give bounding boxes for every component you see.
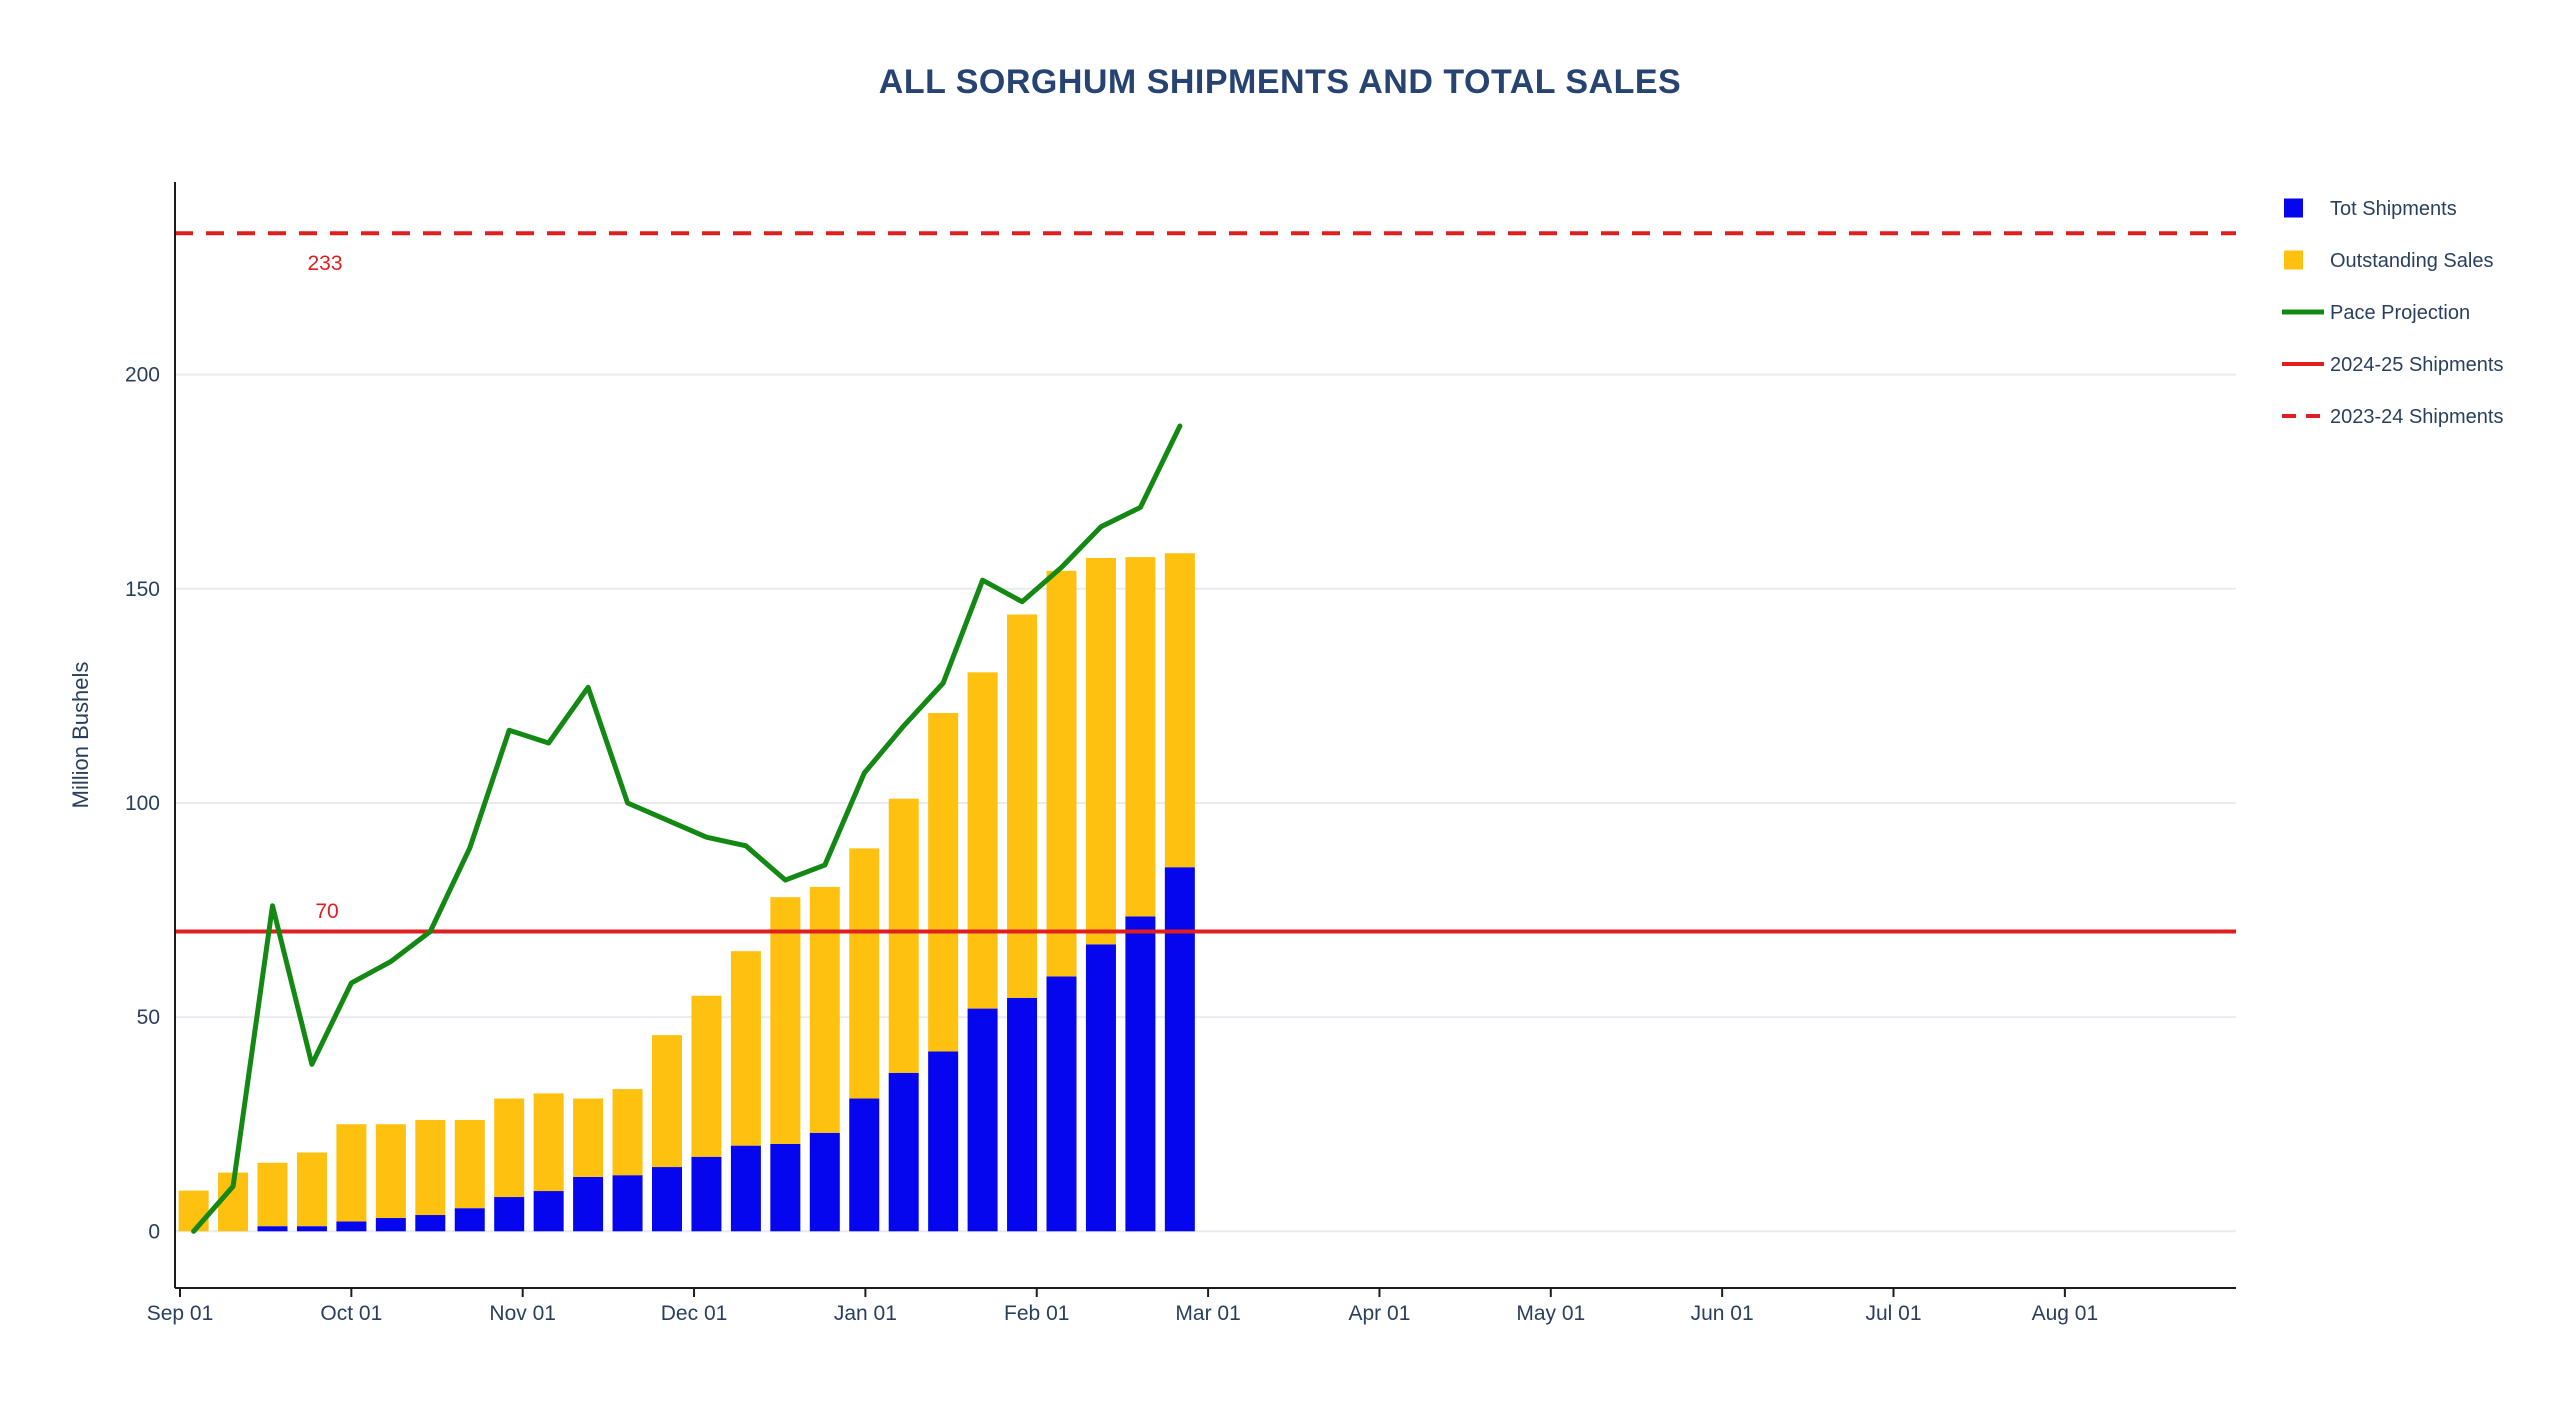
bar-outstanding-sales-9 — [533, 1093, 564, 1192]
bar-outstanding-sales-13 — [691, 995, 722, 1157]
y-tick-label-100: 100 — [125, 792, 160, 815]
axes — [174, 182, 2236, 1297]
y-tick-label-0: 0 — [148, 1220, 160, 1243]
legend-swatch-square — [2284, 198, 2303, 218]
bar-tot-shipments-23 — [1085, 944, 1116, 1232]
legend-item-tot-shipments[interactable]: Tot Shipments — [2284, 198, 2457, 220]
bar-tot-shipments-24 — [1125, 916, 1156, 1232]
legend-item-label: 2023-24 Shipments — [2330, 406, 2503, 428]
x-tick-label: Nov 01 — [489, 1302, 556, 1325]
bar-outstanding-sales-6 — [415, 1119, 446, 1216]
legend-item-label: 2024-25 Shipments — [2330, 354, 2503, 376]
x-tick-label: Feb 01 — [1004, 1302, 1069, 1325]
gridlines — [175, 373, 2236, 1233]
legend-item-2023-24-shipments[interactable]: 2023-24 Shipments — [2282, 406, 2503, 428]
bar-tot-shipments-7 — [454, 1208, 485, 1232]
bar-tot-shipments-16 — [809, 1132, 840, 1232]
legend-item-label: Outstanding Sales — [2330, 250, 2493, 272]
bar-outstanding-sales-19 — [928, 713, 959, 1052]
bar-outstanding-sales-22 — [1046, 570, 1077, 977]
bar-outstanding-sales-14 — [730, 951, 761, 1146]
y-tick-label-200: 200 — [125, 364, 160, 387]
bar-outstanding-sales-4 — [336, 1124, 367, 1222]
bar-tot-shipments-18 — [888, 1072, 919, 1232]
bar-tot-shipments-11 — [612, 1175, 643, 1232]
bar-tot-shipments-6 — [415, 1215, 446, 1232]
bar-tot-shipments-19 — [928, 1051, 959, 1232]
bar-outstanding-sales-18 — [888, 798, 919, 1073]
bar-outstanding-sales-21 — [1007, 614, 1038, 998]
bar-tot-shipments-2 — [257, 1226, 288, 1232]
bar-tot-shipments-20 — [967, 1008, 998, 1232]
bar-outstanding-sales-24 — [1125, 557, 1156, 917]
bar-tot-shipments-8 — [494, 1197, 525, 1232]
legend-item-outstanding-sales[interactable]: Outstanding Sales — [2284, 250, 2493, 272]
bar-outstanding-sales-10 — [573, 1098, 604, 1177]
bar-outstanding-sales-7 — [454, 1119, 485, 1209]
chart-title: ALL SORGHUM SHIPMENTS AND TOTAL SALES — [879, 63, 1681, 101]
x-tick-label: Jan 01 — [834, 1302, 897, 1325]
y-tick-label-150: 150 — [125, 578, 160, 601]
bar-outstanding-sales-8 — [494, 1098, 525, 1198]
x-tick-label: Aug 01 — [2032, 1302, 2099, 1325]
bar-outstanding-sales-2 — [257, 1162, 288, 1227]
bar-series — [178, 553, 1195, 1232]
bar-tot-shipments-10 — [573, 1176, 604, 1232]
bar-outstanding-sales-25 — [1164, 553, 1195, 868]
bar-tot-shipments-25 — [1164, 867, 1195, 1232]
bar-outstanding-sales-12 — [652, 1035, 682, 1168]
bar-tot-shipments-12 — [652, 1167, 682, 1232]
bar-outstanding-sales-20 — [967, 672, 998, 1009]
bar-tot-shipments-13 — [691, 1156, 722, 1232]
bar-outstanding-sales-23 — [1085, 557, 1116, 945]
bar-tot-shipments-9 — [533, 1191, 564, 1232]
legend-item-label: Pace Projection — [2330, 302, 2470, 324]
legend-item-label: Tot Shipments — [2330, 198, 2457, 220]
x-tick-label: Dec 01 — [661, 1302, 728, 1325]
bar-tot-shipments-22 — [1046, 976, 1077, 1232]
legend: Tot Shipments Outstanding Sales Pace Proje… — [2282, 198, 2503, 428]
bar-tot-shipments-21 — [1007, 997, 1038, 1232]
annotation-1: 70 — [315, 900, 338, 923]
legend-swatch-square — [2284, 250, 2303, 270]
x-tick-label: Mar 01 — [1175, 1302, 1240, 1325]
bar-tot-shipments-5 — [375, 1218, 406, 1232]
y-tick-label-50: 50 — [137, 1006, 160, 1029]
bar-outstanding-sales-15 — [770, 897, 801, 1144]
bar-tot-shipments-3 — [296, 1226, 327, 1232]
bar-tot-shipments-15 — [770, 1143, 801, 1232]
y-axis-title: Million Bushels — [68, 662, 93, 809]
y-axis-tick-labels: 0 50 100 150 200 — [125, 364, 160, 1244]
bar-outstanding-sales-3 — [296, 1152, 327, 1227]
bar-tot-shipments-17 — [849, 1098, 880, 1232]
bar-outstanding-sales-5 — [375, 1124, 406, 1219]
x-tick-label: Oct 01 — [320, 1302, 382, 1325]
x-axis-tick-labels: Sep 01 Oct 01 Nov 01 Dec 01 Jan 01 Feb 01 Mar … — [147, 1302, 2098, 1325]
line-series — [175, 231, 2236, 1234]
bar-tot-shipments-4 — [336, 1221, 367, 1232]
bar-tot-shipments-14 — [730, 1145, 761, 1232]
bar-outstanding-sales-11 — [612, 1089, 643, 1176]
bar-outstanding-sales-17 — [849, 848, 880, 1099]
pace-projection-line — [191, 423, 1183, 1234]
x-tick-label: Jun 01 — [1691, 1302, 1754, 1325]
legend-item-pace-projection[interactable]: Pace Projection — [2282, 302, 2470, 324]
x-tick-label: Jul 01 — [1865, 1302, 1921, 1325]
line-value-annotations: 233 70 — [307, 252, 342, 923]
bar-outstanding-sales-16 — [809, 886, 840, 1133]
legend-item-2024-25-shipments[interactable]: 2024-25 Shipments — [2282, 354, 2503, 376]
x-tick-label: Sep 01 — [147, 1302, 214, 1325]
x-tick-label: Apr 01 — [1349, 1302, 1411, 1325]
x-tick-label: May 01 — [1516, 1302, 1585, 1325]
bar-outstanding-sales-0 — [178, 1190, 209, 1232]
annotation-0: 233 — [307, 252, 342, 275]
